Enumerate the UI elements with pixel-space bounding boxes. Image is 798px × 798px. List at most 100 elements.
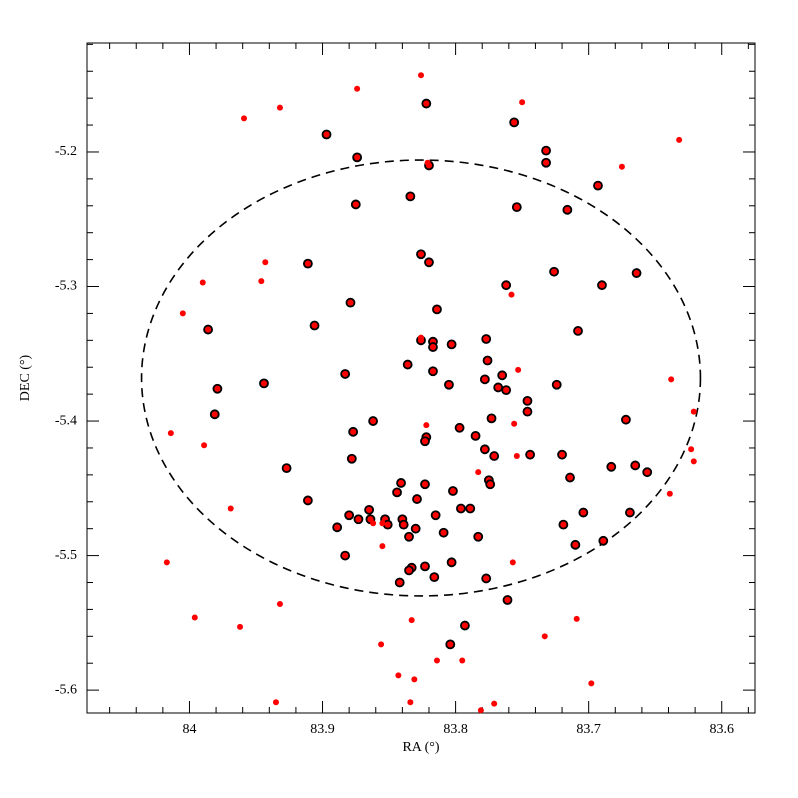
data-point [262,259,269,266]
data-point [481,573,492,584]
data-point [541,633,548,640]
x-axis-label: RA (°) [402,740,439,755]
data-point [346,453,357,464]
data-point [460,620,470,631]
data-point [621,414,631,425]
data-point [203,324,213,335]
data-point [348,426,359,437]
data-point [522,406,533,417]
data-point [562,204,573,215]
data-point [482,355,493,366]
data-point [448,486,458,496]
data-point [395,672,402,679]
data-point [405,191,416,202]
data-point [209,409,220,420]
data-point [276,104,283,111]
x-tick-label: 83.7 [576,722,601,737]
data-point [642,467,653,478]
data-point [259,378,269,389]
data-point [227,505,234,512]
data-point [392,487,402,498]
data-point [167,430,174,437]
data-point [565,472,575,483]
data-point [522,395,533,406]
data-point [410,523,421,534]
data-point [411,676,418,683]
data-point [428,366,438,377]
data-point [491,700,498,707]
data-point [625,507,635,518]
data-point [515,366,522,373]
data-point [404,565,414,576]
y-tick-label: -5.2 [55,144,77,159]
data-point [191,614,198,621]
data-point [486,413,497,424]
data-point [465,503,476,514]
data-point [398,519,409,530]
data-point [511,420,518,427]
data-point [558,519,569,530]
data-point [237,623,244,630]
data-point [493,382,504,393]
data-point [477,707,484,714]
data-point [370,520,377,527]
data-point [412,494,422,504]
data-point [345,297,356,308]
plot-frame [86,42,756,714]
data-point [430,510,441,521]
data-point [508,291,515,298]
data-point [479,444,490,455]
data-point [475,469,482,476]
data-point [573,615,580,622]
data-point [420,561,430,572]
data-point [433,657,440,664]
data-point [332,522,343,533]
data-point [420,479,430,490]
data-point [597,280,607,291]
x-tick-label: 83.6 [709,722,734,737]
data-point [606,461,617,472]
data-point [445,639,456,650]
data-point [407,699,414,706]
data-point [497,370,508,381]
selection-circle [140,159,702,597]
data-point [340,369,351,379]
data-point [551,379,562,390]
data-point [570,539,581,550]
data-point [199,279,206,286]
data-point [276,601,283,608]
data-point [281,463,292,474]
data-point [163,559,170,566]
x-tick-label: 83.8 [443,722,468,737]
data-point [241,115,248,122]
data-point [676,136,683,143]
data-point [354,85,361,92]
data-point [438,527,449,538]
data-point [418,72,424,79]
data-point [340,550,351,561]
data-point [428,342,438,352]
data-point [668,376,675,383]
data-point [511,202,522,213]
data-point [630,460,641,471]
data-point [378,641,385,648]
data-point [420,436,430,447]
data-point [212,383,223,394]
data-point [344,510,355,521]
data-point [364,504,375,515]
data-point [688,446,695,453]
data-point [444,379,454,390]
data-point [618,163,625,170]
data-point [379,543,386,550]
data-point [541,157,551,168]
y-tick-label: -5.3 [55,279,77,294]
data-point [479,374,490,385]
data-point [394,577,405,588]
data-point [502,595,513,605]
x-tick-label: 84 [182,722,196,737]
data-point [396,478,406,488]
data-point [429,572,440,583]
data-point [481,334,492,344]
y-axis-label: DEC (°) [18,354,33,401]
